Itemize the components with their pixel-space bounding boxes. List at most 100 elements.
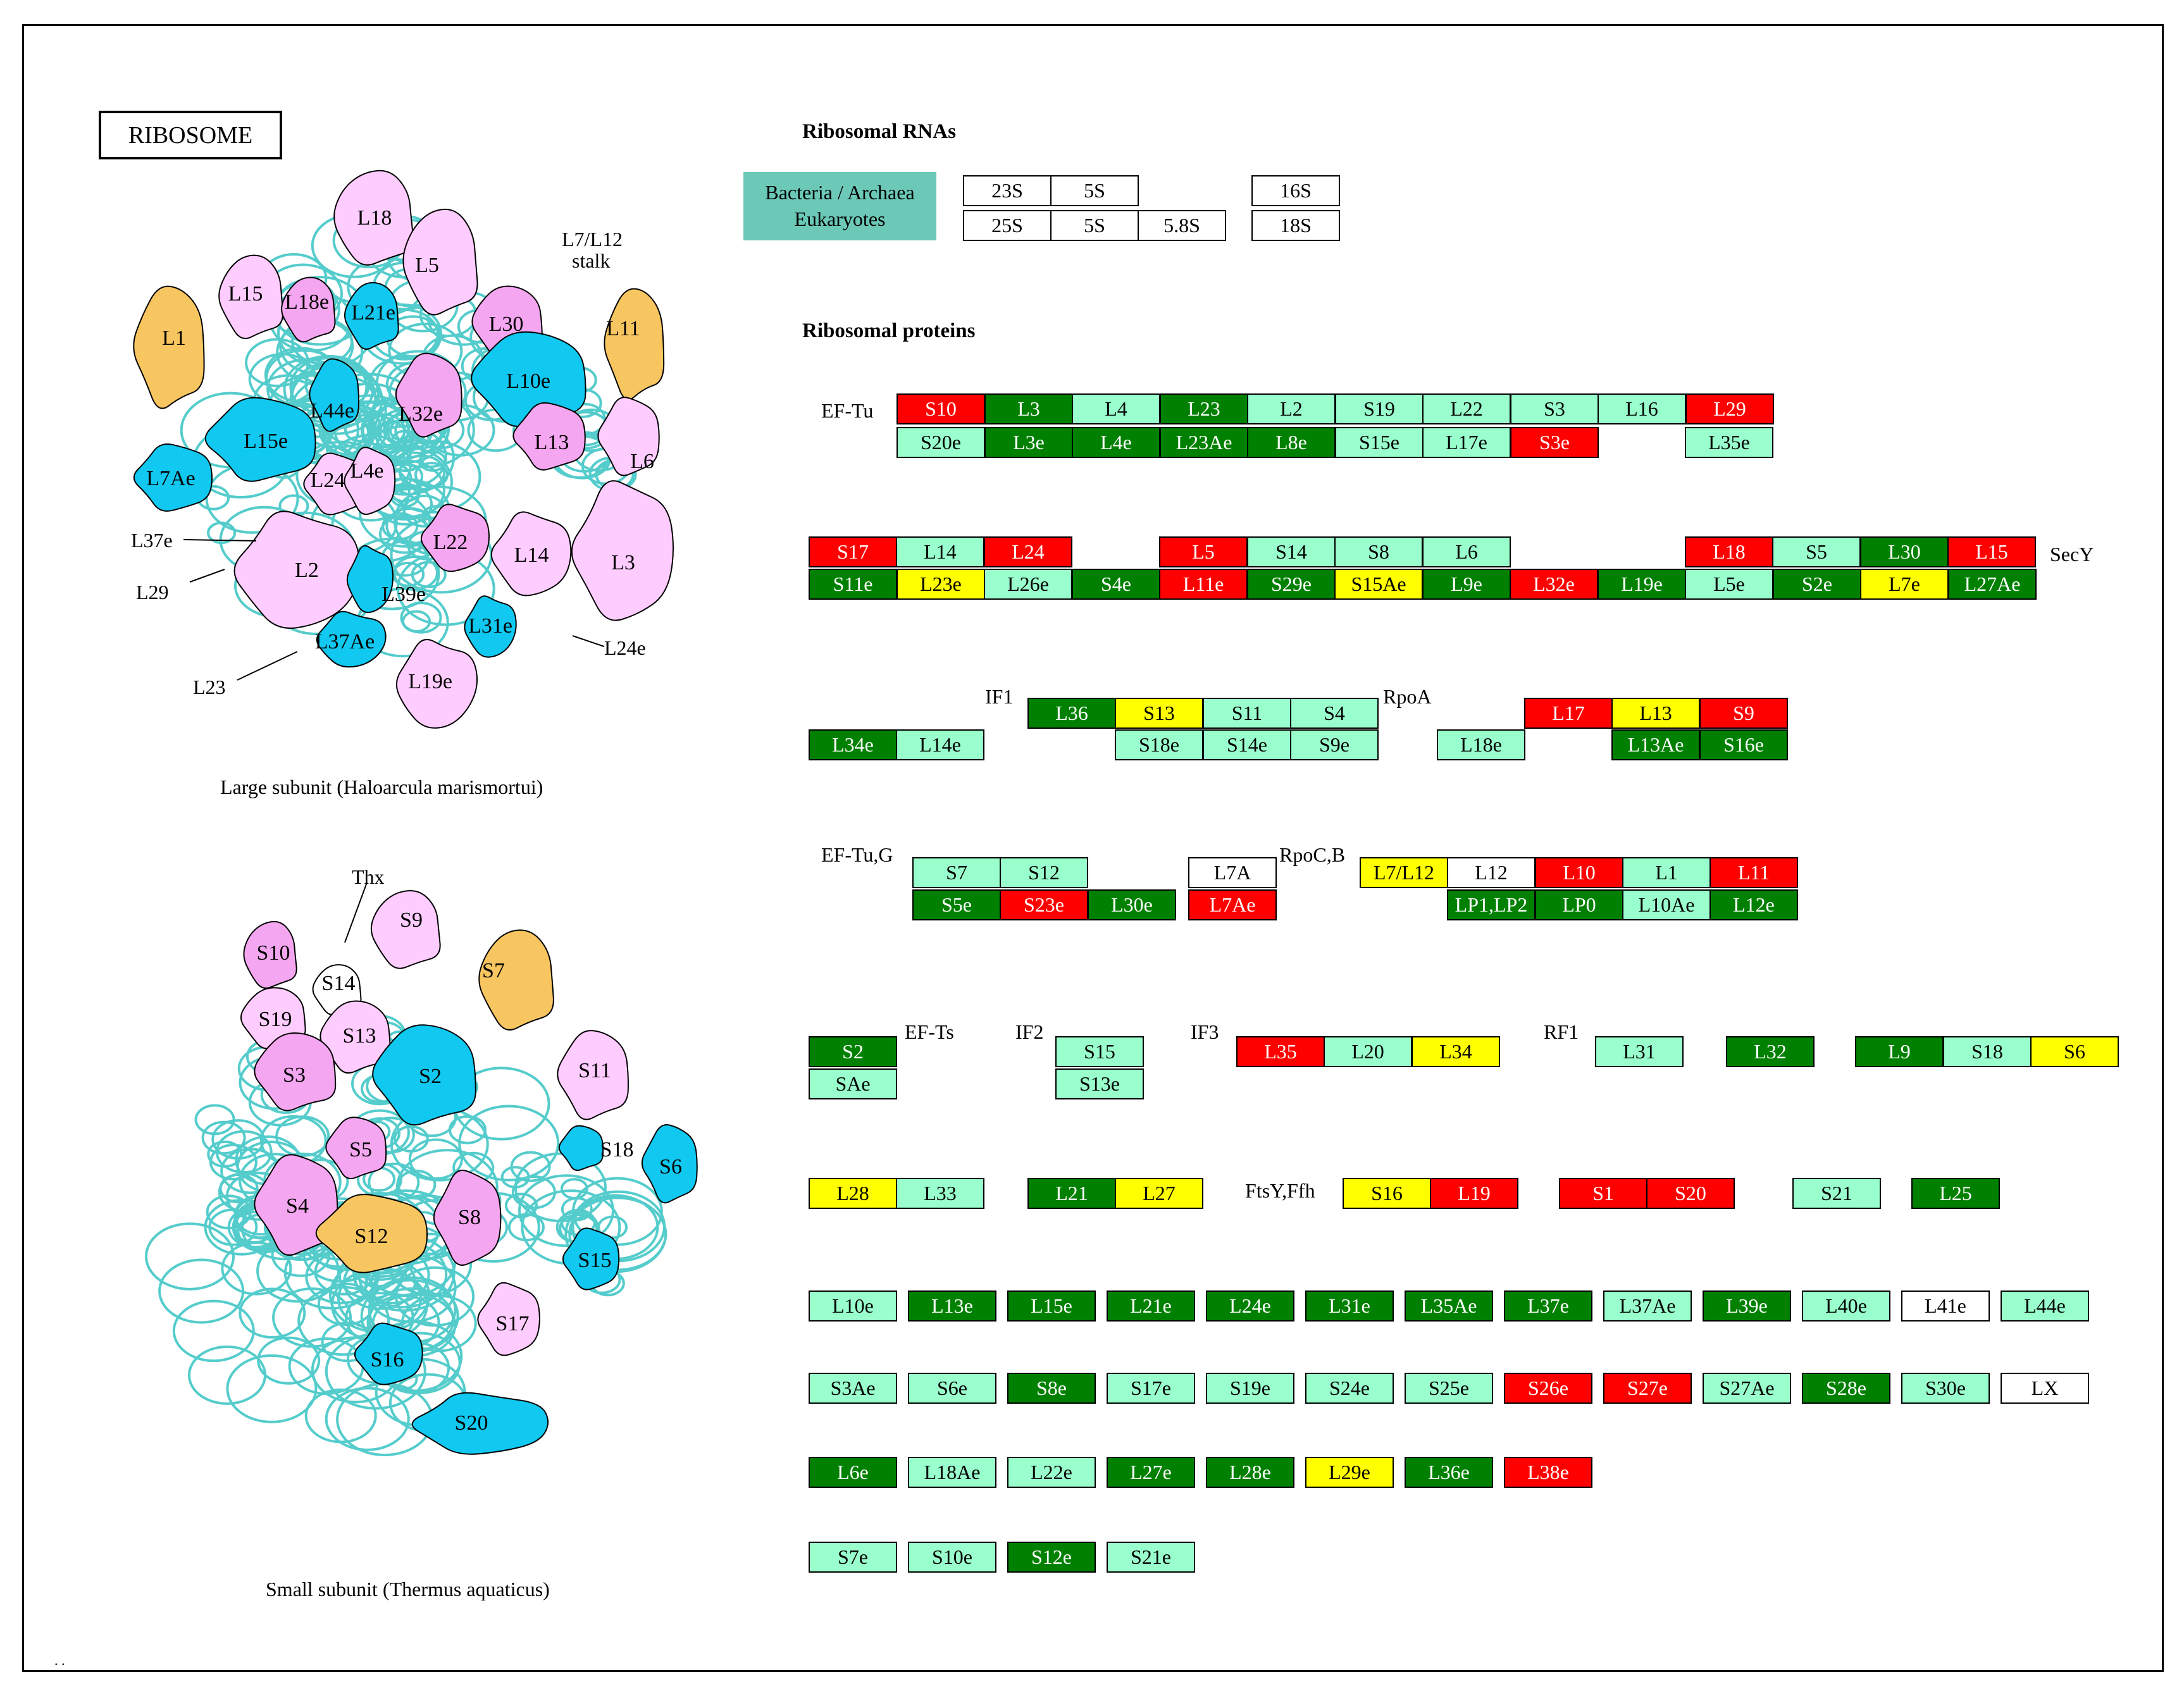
gene-box-s21e[interactable]: S21e [1107, 1542, 1195, 1573]
gene-box-5s[interactable]: 5S [1050, 175, 1139, 206]
gene-box-18s[interactable]: 18S [1251, 210, 1340, 241]
gene-box-l35ae[interactable]: L35Ae [1405, 1291, 1493, 1322]
gene-box-l28e[interactable]: L28e [1206, 1457, 1294, 1488]
gene-box-l34[interactable]: L34 [1412, 1036, 1500, 1067]
gene-box-l13ae[interactable]: L13Ae [1611, 729, 1700, 760]
gene-box-l7-l12[interactable]: L7/L12 [1360, 857, 1448, 888]
gene-box-l18ae[interactable]: L18Ae [908, 1457, 996, 1488]
gene-box-l31[interactable]: L31 [1595, 1036, 1684, 1067]
gene-box-s25e[interactable]: S25e [1405, 1373, 1493, 1404]
gene-box-s10[interactable]: S10 [897, 393, 985, 424]
gene-box-s19[interactable]: S19 [1335, 393, 1424, 424]
gene-box-s19e[interactable]: S19e [1206, 1373, 1294, 1404]
gene-box-l18[interactable]: L18 [1685, 536, 1773, 567]
gene-box-s3e[interactable]: S3e [1510, 427, 1599, 458]
gene-box-l41e[interactable]: L41e [1901, 1291, 1990, 1322]
gene-box-16s[interactable]: 16S [1251, 175, 1340, 206]
gene-box-l16[interactable]: L16 [1598, 393, 1686, 424]
gene-box-l12e[interactable]: L12e [1709, 889, 1798, 920]
gene-box-l35e[interactable]: L35e [1685, 427, 1773, 458]
gene-box-l20[interactable]: L20 [1324, 1036, 1412, 1067]
gene-box-s1[interactable]: S1 [1559, 1178, 1647, 1209]
gene-box-l28[interactable]: L28 [809, 1178, 897, 1209]
gene-box-l11e[interactable]: L11e [1159, 569, 1248, 600]
gene-box-l4e[interactable]: L4e [1072, 427, 1160, 458]
gene-box-s6e[interactable]: S6e [908, 1373, 996, 1404]
gene-box-s27ae[interactable]: S27Ae [1703, 1373, 1791, 1404]
gene-box-l18e[interactable]: L18e [1437, 729, 1525, 760]
gene-box-l4[interactable]: L4 [1072, 393, 1160, 424]
gene-box-l37ae[interactable]: L37Ae [1603, 1291, 1692, 1322]
gene-box-l5e[interactable]: L5e [1685, 569, 1773, 600]
gene-box-l15e[interactable]: L15e [1007, 1291, 1096, 1322]
gene-box-s12[interactable]: S12 [1000, 857, 1088, 888]
gene-box-sae[interactable]: SAe [809, 1068, 897, 1099]
gene-box-5s[interactable]: 5S [1050, 210, 1139, 241]
gene-box-s13e[interactable]: S13e [1055, 1068, 1144, 1099]
gene-box-s23e[interactable]: S23e [1000, 889, 1088, 920]
gene-box-l22e[interactable]: L22e [1007, 1457, 1096, 1488]
gene-box-l14e[interactable]: L14e [896, 729, 984, 760]
gene-box-s2e[interactable]: S2e [1773, 569, 1861, 600]
gene-box-s28e[interactable]: S28e [1802, 1373, 1890, 1404]
gene-box-l14[interactable]: L14 [896, 536, 984, 567]
gene-box-l38e[interactable]: L38e [1504, 1457, 1592, 1488]
gene-box-l36e[interactable]: L36e [1405, 1457, 1493, 1488]
gene-box-s29e[interactable]: S29e [1247, 569, 1336, 600]
gene-box-l6e[interactable]: L6e [809, 1457, 897, 1488]
gene-box-l30e[interactable]: L30e [1088, 889, 1176, 920]
gene-box-l27e[interactable]: L27e [1107, 1457, 1195, 1488]
gene-box-l37e[interactable]: L37e [1504, 1291, 1592, 1322]
gene-box-s18e[interactable]: S18e [1115, 729, 1203, 760]
gene-box-s12e[interactable]: S12e [1007, 1542, 1096, 1573]
gene-box-s6[interactable]: S6 [2030, 1036, 2119, 1067]
gene-box-l29[interactable]: L29 [1685, 393, 1774, 424]
gene-box-s14e[interactable]: S14e [1203, 729, 1291, 760]
gene-box-s21[interactable]: S21 [1792, 1178, 1881, 1209]
gene-box-l23[interactable]: L23 [1160, 393, 1248, 424]
gene-box-l22[interactable]: L22 [1422, 393, 1511, 424]
gene-box-25s[interactable]: 25S [963, 210, 1052, 241]
gene-box-s10e[interactable]: S10e [908, 1542, 996, 1573]
gene-box-lx[interactable]: LX [2001, 1373, 2089, 1404]
gene-box-s4[interactable]: S4 [1290, 698, 1379, 729]
gene-box-s30e[interactable]: S30e [1901, 1373, 1990, 1404]
gene-box-s24e[interactable]: S24e [1305, 1373, 1394, 1404]
gene-box-s4e[interactable]: S4e [1072, 569, 1160, 600]
gene-box-s15ae[interactable]: S15Ae [1334, 569, 1423, 600]
gene-box-l19e[interactable]: L19e [1598, 569, 1686, 600]
gene-box-l24[interactable]: L24 [984, 536, 1072, 567]
gene-box-l2[interactable]: L2 [1247, 393, 1336, 424]
gene-box-s15[interactable]: S15 [1055, 1036, 1144, 1067]
gene-box-l27ae[interactable]: L27Ae [1948, 569, 2037, 600]
gene-box-l44e[interactable]: L44e [2001, 1291, 2089, 1322]
gene-box-s9e[interactable]: S9e [1290, 729, 1379, 760]
gene-box-s3ae[interactable]: S3Ae [809, 1373, 897, 1404]
gene-box-s14[interactable]: S14 [1247, 536, 1336, 567]
gene-box-l35[interactable]: L35 [1236, 1036, 1325, 1067]
gene-box-l40e[interactable]: L40e [1802, 1291, 1890, 1322]
gene-box-l3e[interactable]: L3e [984, 427, 1073, 458]
gene-box-l34e[interactable]: L34e [809, 729, 897, 760]
gene-box-l7e[interactable]: L7e [1860, 569, 1949, 600]
gene-box-s16e[interactable]: S16e [1699, 729, 1788, 760]
gene-box-l24e[interactable]: L24e [1206, 1291, 1294, 1322]
gene-box-s16[interactable]: S16 [1343, 1178, 1431, 1209]
gene-box-l10ae[interactable]: L10Ae [1622, 889, 1711, 920]
gene-box-l5[interactable]: L5 [1159, 536, 1248, 567]
gene-box-l29e[interactable]: L29e [1305, 1457, 1394, 1488]
gene-box-5-8s[interactable]: 5.8S [1138, 210, 1226, 241]
gene-box-s20[interactable]: S20 [1646, 1178, 1735, 1209]
gene-box-s17e[interactable]: S17e [1107, 1373, 1195, 1404]
gene-box-s5[interactable]: S5 [1772, 536, 1861, 567]
gene-box-s20e[interactable]: S20e [897, 427, 985, 458]
gene-box-s15e[interactable]: S15e [1335, 427, 1424, 458]
gene-box-l7ae[interactable]: L7Ae [1188, 889, 1277, 920]
gene-box-l26e[interactable]: L26e [984, 569, 1072, 600]
gene-box-lp0[interactable]: LP0 [1535, 889, 1623, 920]
gene-box-l13e[interactable]: L13e [908, 1291, 996, 1322]
gene-box-l11[interactable]: L11 [1709, 857, 1798, 888]
gene-box-l10[interactable]: L10 [1535, 857, 1623, 888]
gene-box-s2[interactable]: S2 [809, 1036, 897, 1067]
gene-box-l15[interactable]: L15 [1947, 536, 2036, 567]
